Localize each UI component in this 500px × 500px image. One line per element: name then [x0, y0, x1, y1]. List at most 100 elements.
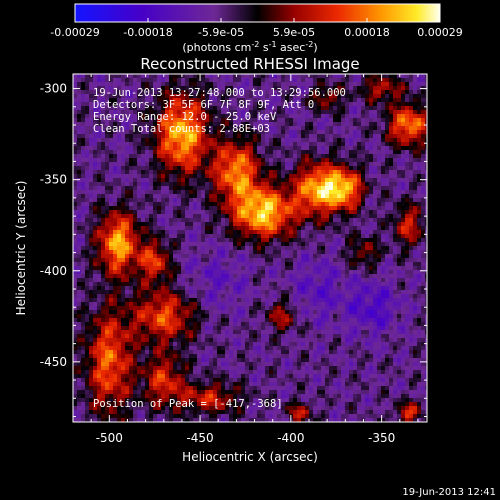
heatmap-cell: [413, 118, 417, 122]
heatmap-cell: [329, 146, 333, 150]
colorbar-swatch: [147, 4, 151, 22]
heatmap-cell: [221, 98, 225, 102]
heatmap-cell: [333, 162, 337, 166]
heatmap-cell: [181, 238, 185, 242]
heatmap-cell: [141, 134, 145, 138]
heatmap-cell: [421, 134, 425, 138]
heatmap-cell: [129, 110, 133, 114]
heatmap-cell: [237, 274, 241, 278]
heatmap-cell: [289, 214, 293, 218]
heatmap-cell: [81, 170, 85, 174]
heatmap-cell: [145, 90, 149, 94]
heatmap-cell: [285, 218, 289, 222]
heatmap-cell: [193, 270, 197, 274]
heatmap-cell: [85, 122, 89, 126]
heatmap-cell: [281, 214, 285, 218]
heatmap-cell: [133, 126, 137, 130]
heatmap-cell: [349, 74, 353, 78]
heatmap-cell: [309, 210, 313, 214]
heatmap-cell: [281, 226, 285, 230]
heatmap-cell: [421, 198, 425, 202]
heatmap-cell: [277, 94, 281, 98]
heatmap-cell: [385, 78, 389, 82]
heatmap-cell: [209, 206, 213, 210]
heatmap-cell: [257, 266, 261, 270]
heatmap-cell: [389, 82, 393, 86]
heatmap-cell: [373, 210, 377, 214]
heatmap-cell: [105, 94, 109, 98]
heatmap-cell: [401, 134, 405, 138]
heatmap-cell: [417, 254, 421, 258]
heatmap-cell: [101, 230, 105, 234]
heatmap-cell: [329, 134, 333, 138]
heatmap-cell: [265, 270, 269, 274]
heatmap-cell: [425, 114, 427, 118]
heatmap-cell: [169, 210, 173, 214]
heatmap-cell: [221, 94, 225, 98]
heatmap-cell: [189, 282, 193, 286]
heatmap-cell: [341, 102, 345, 106]
heatmap-cell: [197, 78, 201, 82]
heatmap-cell: [101, 278, 105, 282]
heatmap-cell: [417, 182, 421, 186]
heatmap-cell: [77, 194, 81, 198]
heatmap-cell: [233, 134, 237, 138]
heatmap-cell: [305, 230, 309, 234]
heatmap-cell: [217, 202, 221, 206]
heatmap-cell: [285, 250, 289, 254]
heatmap-cell: [193, 94, 197, 98]
heatmap-cell: [201, 146, 205, 150]
heatmap-cell: [417, 122, 421, 126]
heatmap-cell: [405, 214, 409, 218]
heatmap-cell: [201, 214, 205, 218]
colorbar-swatch: [327, 4, 331, 22]
heatmap-cell: [385, 114, 389, 118]
heatmap-cell: [93, 126, 97, 130]
heatmap-cell: [321, 286, 325, 290]
heatmap-cell: [413, 114, 417, 118]
heatmap-cell: [137, 282, 141, 286]
heatmap-cell: [185, 210, 189, 214]
colorbar-swatch: [80, 4, 83, 22]
heatmap-cell: [117, 286, 121, 290]
heatmap-cell: [309, 86, 313, 90]
heatmap-cell: [281, 258, 285, 262]
heatmap-cell: [273, 142, 277, 146]
heatmap-cell: [197, 74, 201, 78]
heatmap-cell: [93, 230, 97, 234]
heatmap-cell: [169, 238, 173, 242]
heatmap-cell: [133, 190, 137, 194]
heatmap-cell: [409, 222, 413, 226]
heatmap-cell: [105, 134, 109, 138]
heatmap-cell: [145, 102, 149, 106]
heatmap-cell: [389, 74, 393, 78]
heatmap-cell: [129, 234, 133, 238]
heatmap-cell: [353, 242, 357, 246]
heatmap-cell: [225, 174, 229, 178]
heatmap-cell: [249, 266, 253, 270]
heatmap-cell: [385, 186, 389, 190]
heatmap-cell: [317, 138, 321, 142]
heatmap-cell: [113, 234, 117, 238]
heatmap-cell: [301, 206, 305, 210]
heatmap-cell: [281, 78, 285, 82]
heatmap-cell: [253, 158, 257, 162]
heatmap-cell: [357, 86, 361, 90]
heatmap-cell: [121, 174, 125, 178]
heatmap-cell: [233, 222, 237, 226]
heatmap-cell: [377, 254, 381, 258]
heatmap-cell: [217, 158, 221, 162]
heatmap-cell: [153, 194, 157, 198]
heatmap-cell: [409, 210, 413, 214]
heatmap-cell: [149, 134, 153, 138]
heatmap-cell: [165, 102, 169, 106]
heatmap-cell: [217, 182, 221, 186]
heatmap-cell: [241, 78, 245, 82]
heatmap-cell: [281, 110, 285, 114]
heatmap-cell: [105, 126, 109, 130]
heatmap-cell: [157, 238, 161, 242]
colorbar-swatch: [187, 4, 191, 22]
heatmap-cell: [281, 186, 285, 190]
heatmap-cell: [341, 78, 345, 82]
heatmap-cell: [137, 178, 141, 182]
